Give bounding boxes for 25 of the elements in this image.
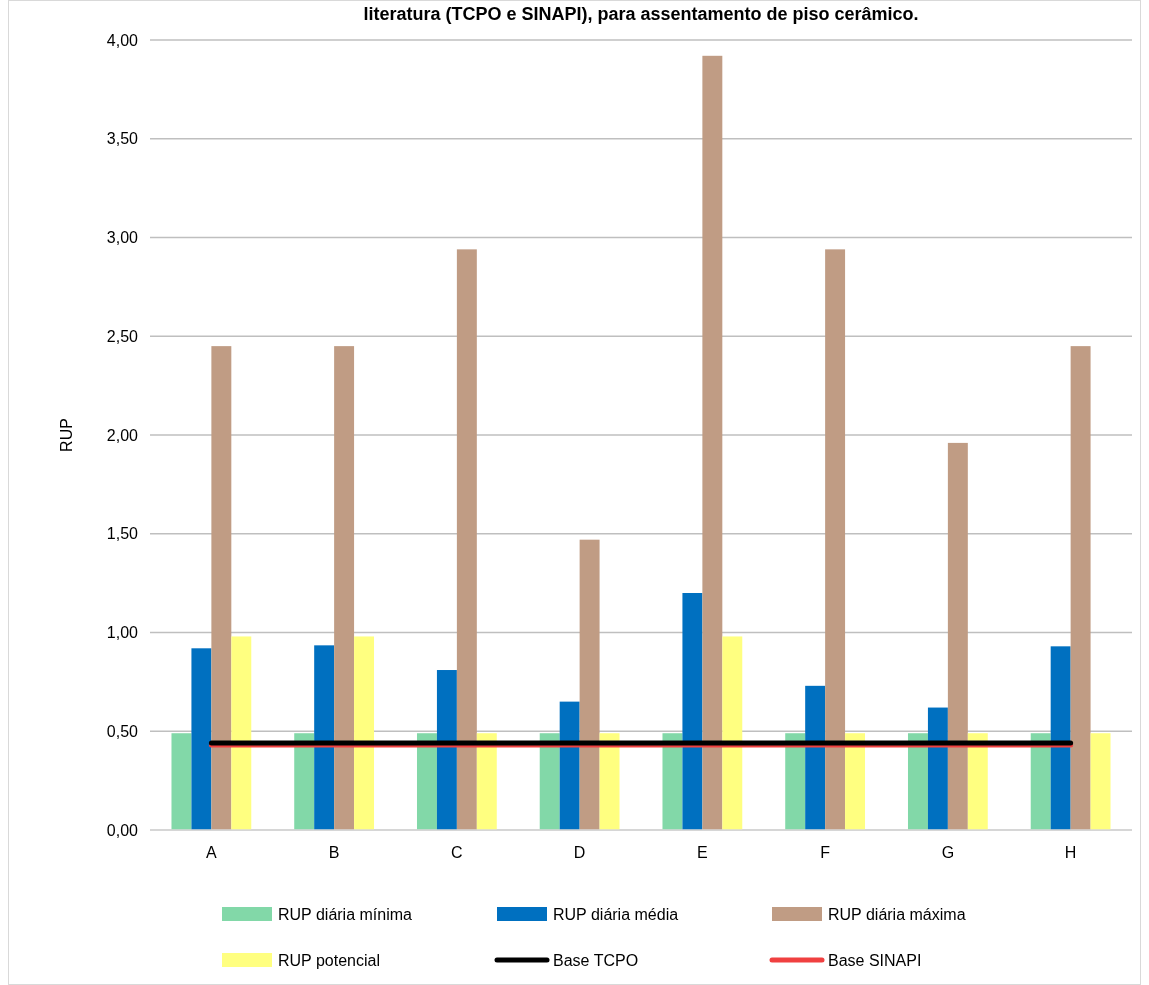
y-tick-label: 1,50 (106, 525, 139, 543)
y-tick-label: 4,00 (106, 31, 139, 49)
y-tick-label: 1,00 (106, 624, 139, 642)
y-tick-label: 0,00 (106, 821, 139, 839)
legend-label: RUP diária média (553, 905, 679, 923)
y-tick-label: 3,00 (106, 229, 139, 247)
chart-title: literatura (TCPO e SINAPI), para assentamento de piso cerâmico. (363, 4, 919, 24)
legend-label: Base SINAPI (828, 951, 922, 969)
x-tick-label: H (1064, 844, 1077, 861)
y-tick-label: 2,50 (106, 327, 139, 345)
x-tick-label: A (206, 844, 218, 861)
x-tick-label: C (451, 844, 463, 861)
legend-label: Base TCPO (553, 951, 639, 969)
y-tick-label: 3,50 (106, 130, 139, 148)
legend-label: RUP potencial (278, 951, 380, 969)
y-tick-label: 0,50 (106, 722, 139, 740)
x-tick-label: E (697, 844, 708, 861)
legend-label: RUP diária máxima (828, 905, 966, 923)
x-tick-label: G (941, 844, 955, 861)
x-tick-label: B (328, 844, 340, 861)
x-tick-label: D (573, 844, 586, 861)
y-tick-label: 2,00 (106, 426, 139, 444)
legend-label: RUP diária mínima (278, 905, 413, 923)
y-axis-title: RUP (58, 418, 75, 452)
x-tick-label: F (820, 844, 831, 861)
